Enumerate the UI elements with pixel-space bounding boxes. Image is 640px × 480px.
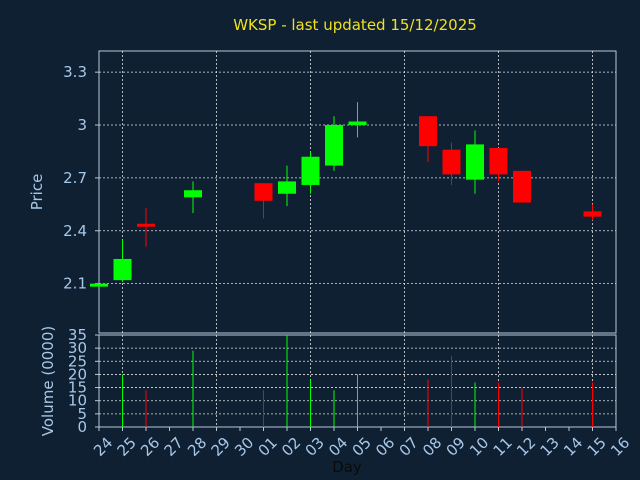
volume-axis-title: Volume (0000) bbox=[39, 326, 57, 436]
price-tick-label: 3.3 bbox=[63, 63, 87, 81]
candle-body bbox=[184, 190, 202, 198]
x-axis-ticks: 2425262728293001020304050607080910111213… bbox=[90, 427, 633, 460]
candle-body bbox=[513, 170, 531, 203]
x-tick-label: 03 bbox=[302, 434, 328, 460]
volume-tick-label: 0 bbox=[77, 418, 87, 436]
candle-body bbox=[442, 149, 461, 175]
price-axis-title: Price bbox=[28, 174, 46, 211]
candle-body bbox=[419, 116, 437, 147]
volume-tick-label: 15 bbox=[68, 379, 87, 397]
x-tick-label: 09 bbox=[443, 434, 469, 460]
x-tick-label: 01 bbox=[255, 434, 281, 460]
x-tick-label: 10 bbox=[466, 434, 492, 460]
volume-tick-label: 10 bbox=[68, 392, 87, 410]
price-tick-label: 3 bbox=[77, 116, 87, 134]
candle-body bbox=[90, 283, 108, 287]
x-tick-label: 16 bbox=[607, 434, 633, 460]
price-panel: 2.1 2.4 2.7 3 3.3 bbox=[63, 50, 617, 334]
x-tick-label: 25 bbox=[114, 434, 140, 460]
candle-body bbox=[348, 121, 367, 126]
x-tick-label: 02 bbox=[278, 434, 304, 460]
x-tick-label: 14 bbox=[560, 434, 586, 460]
x-tick-label: 30 bbox=[231, 434, 257, 460]
x-tick-label: 27 bbox=[161, 434, 187, 460]
price-tick-label: 2.4 bbox=[63, 222, 87, 240]
candle-body bbox=[301, 156, 320, 185]
candle-body bbox=[137, 223, 155, 227]
x-tick-label: 24 bbox=[90, 434, 116, 460]
x-tick-label: 08 bbox=[419, 434, 445, 460]
x-tick-label: 06 bbox=[372, 434, 398, 460]
volume-tick-label: 25 bbox=[68, 352, 87, 370]
x-tick-label: 15 bbox=[584, 434, 610, 460]
chart-title: WKSP - last updated 15/12/2025 bbox=[233, 16, 477, 34]
candle-body bbox=[489, 147, 508, 175]
x-tick-label: 13 bbox=[537, 434, 563, 460]
candle-body bbox=[113, 258, 132, 281]
volume-tick-label: 5 bbox=[77, 405, 87, 423]
x-tick-label: 29 bbox=[208, 434, 234, 460]
x-tick-label: 04 bbox=[325, 434, 351, 460]
x-tick-label: 05 bbox=[349, 434, 375, 460]
x-tick-label: 07 bbox=[396, 434, 422, 460]
price-plot-frame bbox=[98, 50, 617, 334]
price-tick-label: 2.7 bbox=[63, 169, 87, 187]
volume-tick-label: 30 bbox=[68, 339, 87, 357]
volume-tick-label: 35 bbox=[68, 326, 87, 344]
candle-body bbox=[325, 125, 343, 166]
candle-body bbox=[466, 144, 484, 180]
x-axis-title: Day bbox=[332, 458, 362, 476]
candle-body bbox=[254, 183, 273, 201]
price-tick-label: 2.1 bbox=[63, 275, 87, 293]
volume-tick-label: 20 bbox=[68, 365, 87, 383]
candle-body bbox=[278, 181, 296, 194]
candle-body bbox=[583, 211, 602, 217]
x-tick-label: 28 bbox=[184, 434, 210, 460]
x-tick-label: 11 bbox=[490, 434, 516, 460]
x-tick-label: 12 bbox=[513, 434, 539, 460]
x-tick-label: 26 bbox=[137, 434, 163, 460]
